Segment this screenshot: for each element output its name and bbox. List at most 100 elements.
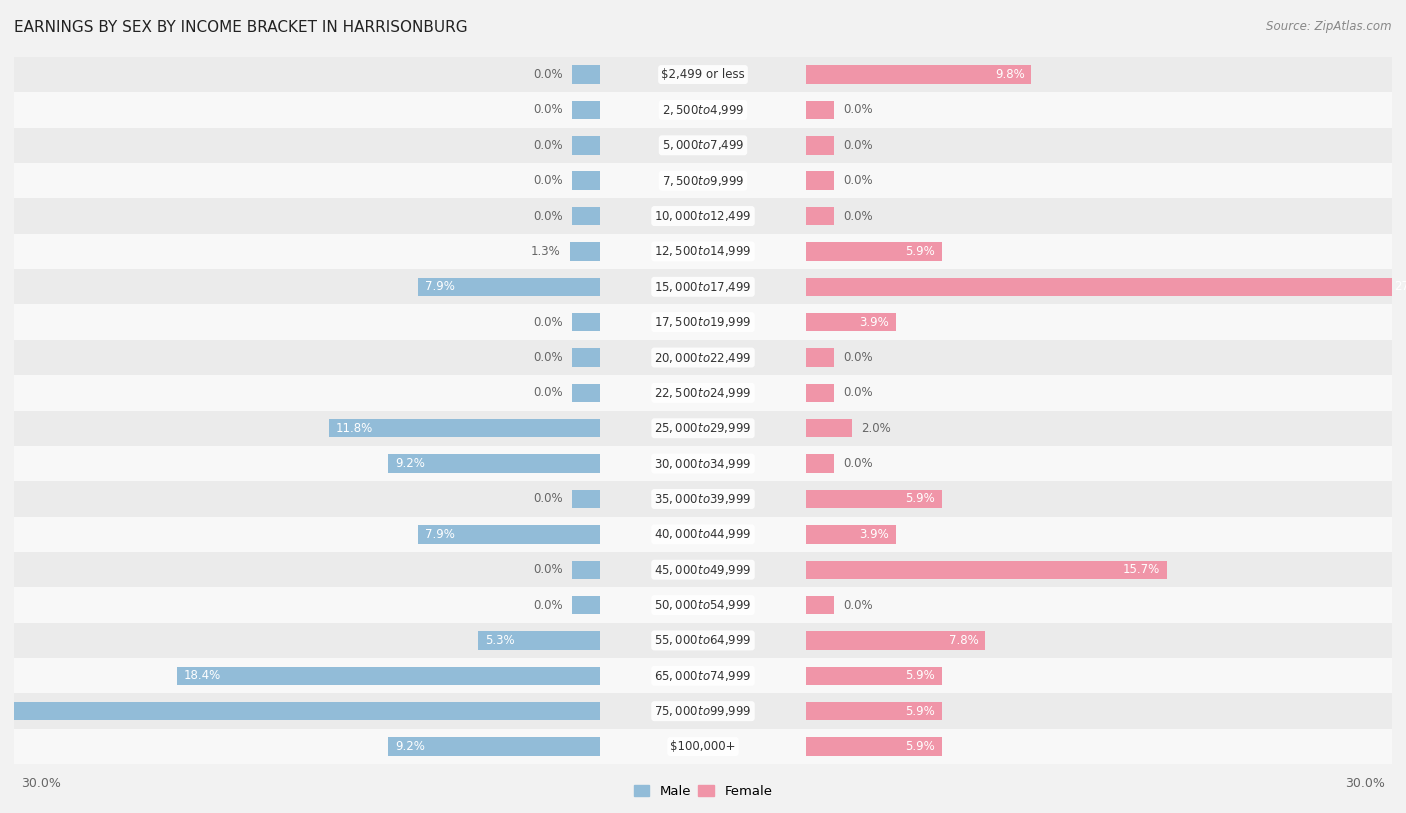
Text: $17,500 to $19,999: $17,500 to $19,999	[654, 315, 752, 329]
Bar	[14, 57, 1392, 92]
Bar	[807, 667, 942, 685]
Text: $30,000 to $34,999: $30,000 to $34,999	[654, 457, 752, 471]
Bar	[14, 376, 1392, 411]
Bar	[807, 560, 1167, 579]
Bar	[572, 348, 599, 367]
Text: 15.7%: 15.7%	[1123, 563, 1160, 576]
Text: 0.0%: 0.0%	[533, 139, 562, 152]
Text: $7,500 to $9,999: $7,500 to $9,999	[662, 174, 744, 188]
Text: $35,000 to $39,999: $35,000 to $39,999	[654, 492, 752, 506]
Bar	[177, 667, 599, 685]
Bar	[14, 92, 1392, 128]
Bar	[807, 65, 1032, 84]
Text: 5.3%: 5.3%	[485, 634, 515, 647]
Bar	[807, 313, 896, 332]
Text: 11.8%: 11.8%	[336, 422, 373, 435]
Text: 7.8%: 7.8%	[949, 634, 979, 647]
Bar	[0, 702, 599, 720]
Text: 5.9%: 5.9%	[905, 493, 935, 506]
Text: 1.3%: 1.3%	[531, 245, 561, 258]
Bar	[807, 136, 834, 154]
Bar	[14, 198, 1392, 234]
Text: 27.5%: 27.5%	[1393, 280, 1406, 293]
Bar	[329, 419, 599, 437]
Text: 9.2%: 9.2%	[395, 740, 425, 753]
Text: 9.8%: 9.8%	[995, 68, 1025, 81]
Text: 7.9%: 7.9%	[425, 280, 456, 293]
Text: 0.0%: 0.0%	[533, 68, 562, 81]
Bar	[807, 631, 986, 650]
Text: 18.4%: 18.4%	[184, 669, 221, 682]
Bar	[478, 631, 599, 650]
Text: $12,500 to $14,999: $12,500 to $14,999	[654, 245, 752, 259]
Bar	[807, 207, 834, 225]
Text: $5,000 to $7,499: $5,000 to $7,499	[662, 138, 744, 152]
Text: $2,500 to $4,999: $2,500 to $4,999	[662, 103, 744, 117]
Text: $75,000 to $99,999: $75,000 to $99,999	[654, 704, 752, 718]
Bar	[14, 587, 1392, 623]
Bar	[14, 269, 1392, 304]
Bar	[418, 277, 599, 296]
Bar	[14, 481, 1392, 517]
Text: $50,000 to $54,999: $50,000 to $54,999	[654, 598, 752, 612]
Text: 0.0%: 0.0%	[844, 386, 873, 399]
Bar	[14, 659, 1392, 693]
Bar	[14, 446, 1392, 481]
Bar	[572, 65, 599, 84]
Bar	[572, 313, 599, 332]
Text: $15,000 to $17,499: $15,000 to $17,499	[654, 280, 752, 293]
Text: 7.9%: 7.9%	[425, 528, 456, 541]
Text: EARNINGS BY SEX BY INCOME BRACKET IN HARRISONBURG: EARNINGS BY SEX BY INCOME BRACKET IN HAR…	[14, 20, 468, 35]
Text: 0.0%: 0.0%	[533, 386, 562, 399]
Text: 0.0%: 0.0%	[533, 210, 562, 223]
Text: 0.0%: 0.0%	[533, 563, 562, 576]
Bar	[14, 163, 1392, 198]
Bar	[14, 517, 1392, 552]
Text: 0.0%: 0.0%	[533, 493, 562, 506]
Text: 0.0%: 0.0%	[533, 351, 562, 364]
Text: $25,000 to $29,999: $25,000 to $29,999	[654, 421, 752, 435]
Bar	[572, 136, 599, 154]
Bar	[807, 172, 834, 190]
Text: 5.9%: 5.9%	[905, 740, 935, 753]
Text: 3.9%: 3.9%	[859, 315, 889, 328]
Bar	[807, 277, 1406, 296]
Bar	[572, 489, 599, 508]
Text: 0.0%: 0.0%	[844, 139, 873, 152]
Bar	[572, 384, 599, 402]
Bar	[807, 419, 852, 437]
Text: 5.9%: 5.9%	[905, 245, 935, 258]
Text: $2,499 or less: $2,499 or less	[661, 68, 745, 81]
Bar	[572, 172, 599, 190]
Text: 0.0%: 0.0%	[844, 351, 873, 364]
Text: 0.0%: 0.0%	[844, 174, 873, 187]
Bar	[14, 411, 1392, 446]
Bar	[14, 623, 1392, 659]
Text: Source: ZipAtlas.com: Source: ZipAtlas.com	[1267, 20, 1392, 33]
Bar	[14, 729, 1392, 764]
Text: 0.0%: 0.0%	[533, 598, 562, 611]
Bar	[807, 489, 942, 508]
Text: 0.0%: 0.0%	[844, 210, 873, 223]
Text: $20,000 to $22,499: $20,000 to $22,499	[654, 350, 752, 364]
Bar	[572, 207, 599, 225]
Bar	[388, 737, 599, 756]
Bar	[807, 596, 834, 615]
Text: 5.9%: 5.9%	[905, 705, 935, 718]
Bar	[807, 702, 942, 720]
Bar	[418, 525, 599, 544]
Text: 0.0%: 0.0%	[533, 103, 562, 116]
Bar	[807, 101, 834, 120]
Bar	[14, 304, 1392, 340]
Bar	[807, 737, 942, 756]
Bar	[572, 560, 599, 579]
Text: 30.0%: 30.0%	[21, 776, 60, 789]
Bar	[569, 242, 599, 261]
Text: 9.2%: 9.2%	[395, 457, 425, 470]
Legend: Male, Female: Male, Female	[628, 780, 778, 803]
Text: $65,000 to $74,999: $65,000 to $74,999	[654, 669, 752, 683]
Bar	[14, 233, 1392, 269]
Bar	[14, 128, 1392, 163]
Text: 30.0%: 30.0%	[1346, 776, 1385, 789]
Text: 0.0%: 0.0%	[533, 174, 562, 187]
